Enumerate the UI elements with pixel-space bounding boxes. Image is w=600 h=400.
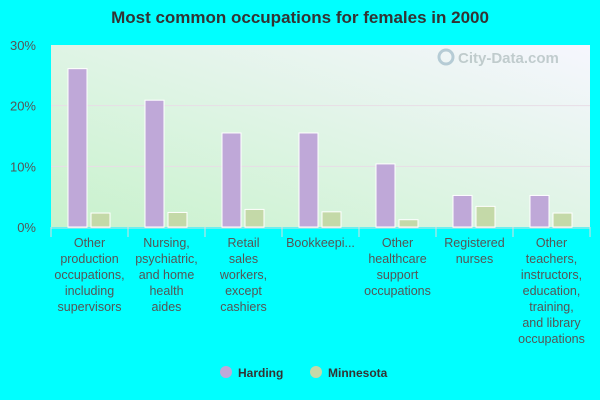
bar-harding xyxy=(529,194,550,228)
bar-minnesota xyxy=(167,211,188,228)
svg-text:City-Data.com: City-Data.com xyxy=(458,50,559,67)
watermark: City-Data.com xyxy=(437,48,559,67)
y-tick-label: 30% xyxy=(10,38,36,53)
legend-label: Harding xyxy=(238,366,283,380)
bar-minnesota xyxy=(244,208,265,228)
x-category-label: Nursing, psychiatric, and home health aides xyxy=(135,236,198,314)
x-category-label: Bookkeepi... xyxy=(286,236,355,250)
x-category-label: Other healthcare support occupations xyxy=(364,236,431,298)
y-tick-label: 10% xyxy=(10,159,36,174)
legend-label: Minnesota xyxy=(328,366,388,380)
x-category-label: Other production occupations, including supe… xyxy=(54,236,124,314)
bar-harding xyxy=(298,132,319,228)
y-tick-label: 0% xyxy=(17,220,36,235)
bar-harding xyxy=(67,68,88,228)
x-category-label: Retail sales workers, except cashiers xyxy=(219,236,267,314)
x-category-label: Other teachers, instructors, education, trai… xyxy=(518,236,585,346)
bar-minnesota xyxy=(398,219,419,228)
y-tick-label: 20% xyxy=(10,99,36,114)
bar-minnesota xyxy=(90,212,111,228)
legend-swatch xyxy=(310,366,322,378)
bar-minnesota xyxy=(475,205,496,228)
chart-title: Most common occupations for females in 2… xyxy=(111,8,489,27)
bar-harding xyxy=(452,194,473,228)
bar-harding xyxy=(144,99,165,228)
bar-minnesota xyxy=(321,211,342,228)
bar-harding xyxy=(375,163,396,228)
x-category-label: Registered nurses xyxy=(444,236,504,266)
plot-area xyxy=(51,45,590,227)
bar-minnesota xyxy=(552,212,573,228)
legend-swatch xyxy=(220,366,232,378)
bar-harding xyxy=(221,132,242,228)
